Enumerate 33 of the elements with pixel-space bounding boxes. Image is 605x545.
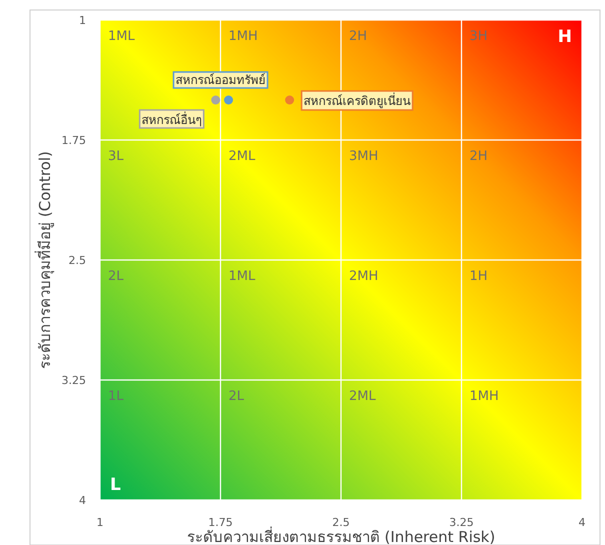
annotation: 3MH: [349, 149, 378, 164]
annotation: 2H: [349, 29, 368, 44]
x-tick-label: 4: [578, 516, 586, 529]
annotation: 1ML: [228, 269, 256, 284]
annotation: 1ML: [108, 29, 136, 44]
annotation: L: [110, 475, 121, 495]
annotation: 2L: [108, 269, 124, 284]
annotation: 2H: [470, 149, 488, 164]
annotation: 2ML: [228, 149, 256, 164]
x-tick-label: 1: [96, 516, 104, 529]
annotation: 1L: [108, 389, 124, 404]
x-axis-title: ระดับความเสี่ยงตามธรรมชาติ (Inherent Risk): [186, 526, 496, 545]
series-label: สหกรณ์ออมทรัพย์: [176, 73, 266, 87]
y-tick-label: 1.75: [62, 134, 86, 147]
annotation: 3L: [108, 149, 124, 164]
annotation: 1MH: [228, 29, 258, 44]
annotation: H: [558, 27, 572, 47]
y-axis-title: ระดับการควบคุมที่มีอยู่ (Control): [34, 151, 55, 369]
y-tick-label: 1: [79, 14, 86, 27]
x-tick-label: 2.5: [332, 516, 350, 529]
annotation: 1MH: [470, 389, 499, 404]
y-tick-label: 2.5: [68, 254, 86, 267]
annotation: 3H: [470, 29, 488, 44]
y-tick-label: 4: [79, 494, 86, 507]
annotation: 2MH: [349, 269, 378, 284]
x-tick-label: 3.25: [449, 516, 474, 529]
series-label: สหกรณ์อื่นๆ: [142, 111, 202, 127]
annotation: 1H: [470, 269, 488, 284]
y-tick-label: 3.25: [62, 374, 86, 387]
annotation: 2L: [228, 389, 245, 404]
annotation: 2ML: [349, 389, 376, 404]
x-tick-label: 1.75: [208, 516, 233, 529]
series-label: สหกรณ์เครดิตยูเนี่ยน: [304, 92, 411, 109]
